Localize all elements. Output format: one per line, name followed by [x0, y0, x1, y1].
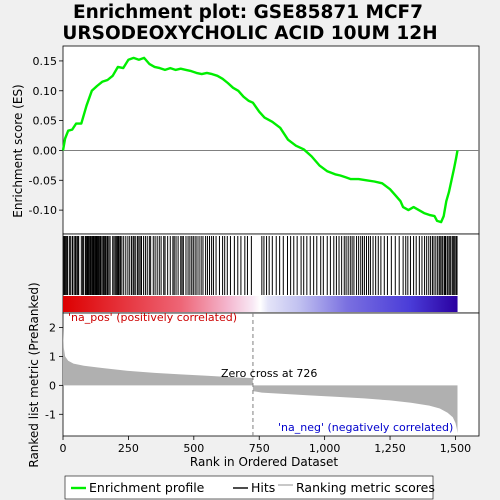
rank-y-tick-label: 1: [49, 350, 56, 363]
legend-hits-label: Hits: [251, 480, 275, 495]
x-tick-label: 750: [249, 442, 270, 455]
x-tick-label: 250: [118, 442, 139, 455]
rank-y-tick-label: 2: [49, 321, 56, 334]
legend-ranking-label: Ranking metric scores: [296, 480, 435, 495]
es-y-tick-label: 0.05: [33, 115, 58, 128]
es-y-ticks: 0.15 0.10 0.05 0.00 -0.05 -0.10: [29, 55, 63, 217]
rank-metric-panel: 2 1 0 -1 0 250 500 750 1,000 1,250 1,500 'na_pos'…: [27, 282, 480, 469]
correlation-color-bar: [63, 296, 458, 312]
es-y-axis-label: Enrichment score (ES): [11, 84, 25, 217]
rank-y-tick-label: -1: [45, 408, 56, 421]
es-y-tick-label: 0.10: [33, 85, 58, 98]
hit-markers: [63, 236, 458, 295]
rank-y-axis-label: Ranked list metric (PreRanked): [27, 282, 41, 467]
es-y-tick-label: 0.00: [33, 144, 58, 157]
es-y-tick-label: -0.10: [29, 204, 57, 217]
es-y-tick-label: 0.15: [33, 55, 58, 68]
x-tick-label: 1,500: [440, 442, 472, 455]
es-y-tick-label: -0.05: [29, 174, 57, 187]
positive-correlation-label: 'na_pos' (positively correlated): [68, 311, 237, 324]
legend-box: [64, 475, 434, 500]
es-plot-area: [62, 45, 480, 235]
x-tick-label: 0: [60, 442, 67, 455]
legend-enrichment-label: Enrichment profile: [89, 480, 205, 495]
rank-y-tick-label: 0: [49, 379, 56, 392]
x-tick-label: 1,000: [309, 442, 341, 455]
hits-panel: [62, 233, 480, 314]
zero-cross-label: Zero cross at 726: [221, 367, 317, 380]
ranking-metric-area: [63, 327, 458, 434]
es-panel: 0.15 0.10 0.05 0.00 -0.05 -0.10 Enrichment sc…: [11, 45, 480, 235]
x-tick-label: 1,250: [374, 442, 406, 455]
rank-y-ticks: 2 1 0 -1: [45, 321, 63, 421]
enrichment-profile-line: [61, 56, 459, 224]
chart-title-line2: URSODEOXYCHOLIC ACID 10UM 12H: [62, 23, 437, 44]
rank-x-ticks: 0 250 500 750 1,000 1,250 1,500: [60, 436, 472, 455]
x-axis-label: Rank in Ordered Dataset: [190, 455, 338, 469]
legend: Enrichment profile Hits Ranking metric s…: [64, 475, 435, 500]
x-tick-label: 500: [183, 442, 204, 455]
chart-title-line1: Enrichment plot: GSE85871 MCF7: [73, 2, 423, 23]
negative-correlation-label: 'na_neg' (negatively correlated): [278, 421, 453, 434]
